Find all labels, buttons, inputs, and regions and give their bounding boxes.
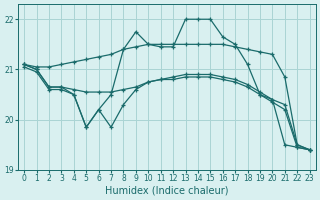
X-axis label: Humidex (Indice chaleur): Humidex (Indice chaleur) — [105, 186, 229, 196]
